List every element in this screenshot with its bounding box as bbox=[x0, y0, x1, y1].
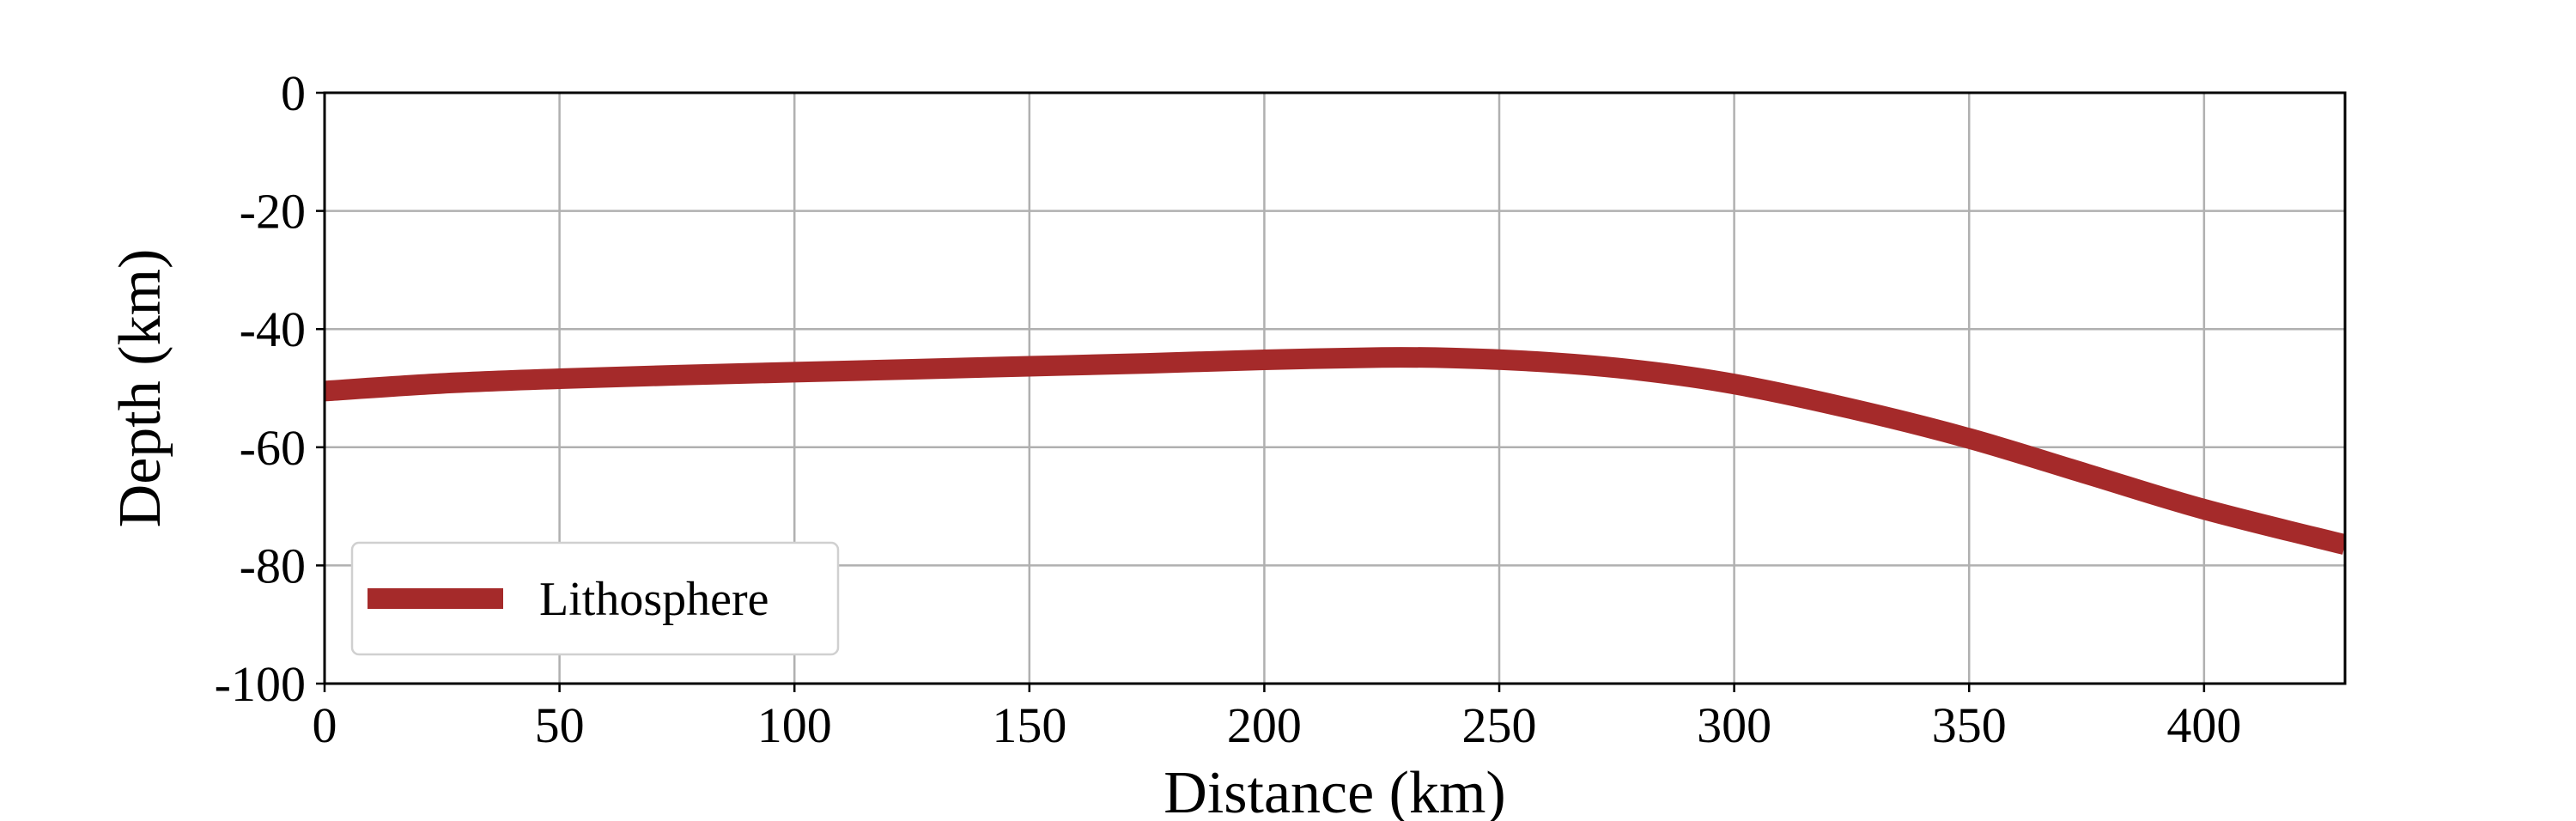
x-tick-label: 400 bbox=[2166, 697, 2241, 753]
x-tick-label: 250 bbox=[1462, 697, 1537, 753]
legend-label-lithosphere: Lithosphere bbox=[539, 573, 769, 626]
y-tick-label: -40 bbox=[240, 301, 306, 357]
series-layer bbox=[325, 347, 2345, 555]
legend-box bbox=[350, 541, 840, 656]
legend: Lithosphere bbox=[350, 541, 840, 656]
y-axis-title: Depth (km) bbox=[107, 249, 173, 528]
y-tick-label: 0 bbox=[281, 65, 306, 121]
series-line-lithosphere bbox=[325, 347, 2345, 555]
y-tick-label: -60 bbox=[240, 420, 306, 476]
x-tick-label: 200 bbox=[1227, 697, 1302, 753]
x-tick-label: 300 bbox=[1697, 697, 1771, 753]
ticks: 0 50 100 150 200 250 300 350 400 0 -20 -40 -60 -80 -10… bbox=[215, 65, 2242, 753]
x-tick-label: 0 bbox=[313, 697, 337, 753]
x-tick-label: 100 bbox=[757, 697, 832, 753]
y-tick-label: -80 bbox=[240, 538, 306, 593]
plot-frame bbox=[323, 91, 2347, 685]
y-tick-label: -20 bbox=[240, 184, 306, 240]
x-axis-title: Distance (km) bbox=[1163, 760, 1505, 821]
x-tick-label: 350 bbox=[1932, 697, 2007, 753]
y-tick-label: -100 bbox=[215, 656, 306, 712]
x-tick-label: 150 bbox=[992, 697, 1066, 753]
x-tick-label: 50 bbox=[535, 697, 585, 753]
